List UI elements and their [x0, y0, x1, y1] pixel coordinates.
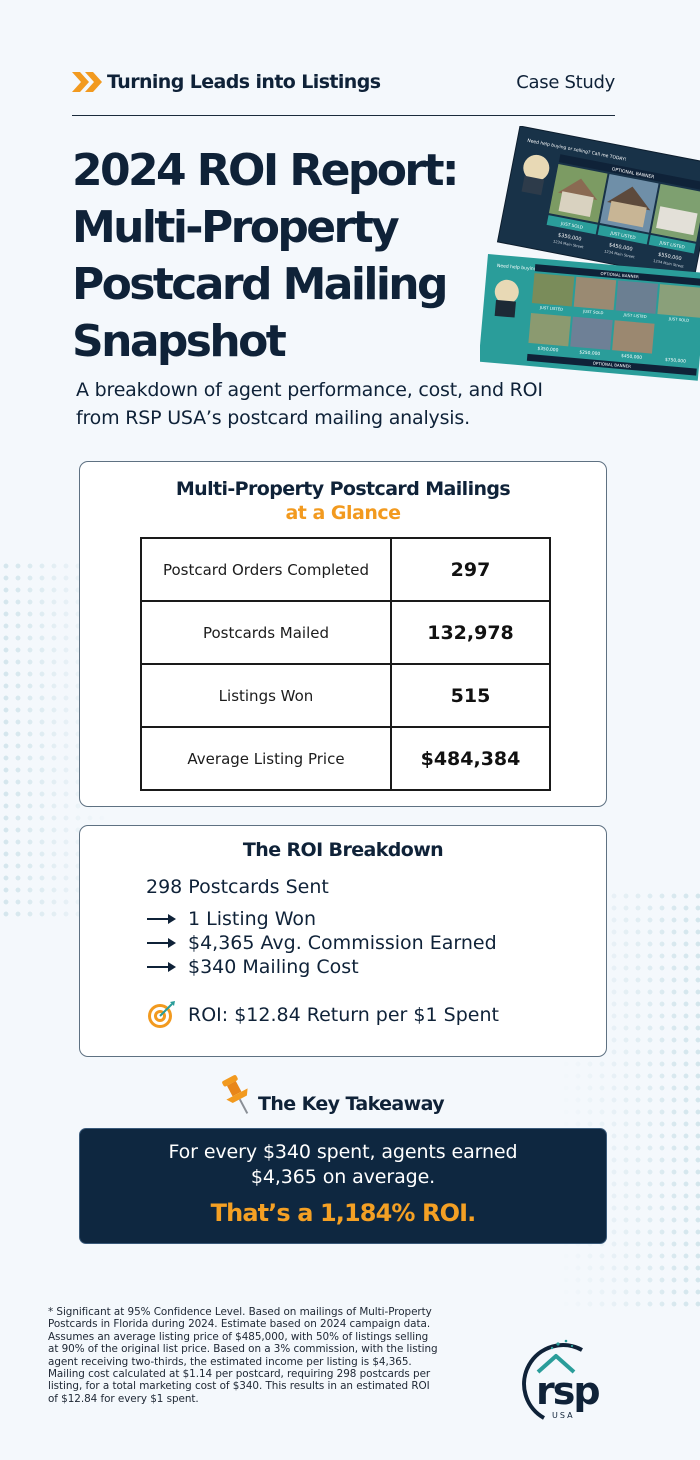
subtitle: A breakdown of agent performance, cost, … — [76, 376, 656, 432]
table-row: Listings Won 515 — [140, 663, 551, 728]
postcard-front-address: 1234 Main Street — [553, 239, 585, 249]
page-title: 2024 ROI Report: Multi-Property Postcard… — [72, 142, 512, 370]
footnote-line: Assumes an average listing price of $485… — [48, 1330, 429, 1343]
tagline: Turning Leads into Listings — [72, 70, 381, 94]
title-line: 2024 ROI Report: — [72, 145, 460, 196]
footnote-line: * Significant at 95% Confidence Level. B… — [48, 1306, 432, 1318]
takeaway-line: For every $340 spent, agents earned — [168, 1141, 518, 1163]
postcard-samples-image: Need help buying or selling? Call me TOD… — [480, 126, 700, 381]
roi-line: $4,365 Avg. Commission Earned — [146, 932, 497, 954]
rsp-usa-logo: rsp USA — [522, 1339, 601, 1420]
stat-value: 515 — [390, 663, 551, 728]
table-row: Postcard Orders Completed 297 — [140, 537, 551, 602]
title-line: Postcard Mailing — [72, 259, 449, 310]
footnote-line: at 90% of the original list price. Based… — [48, 1343, 438, 1356]
arrow-right-icon — [147, 914, 176, 924]
case-study-label: Case Study — [516, 72, 615, 93]
header-bar: Turning Leads into Listings Case Study — [72, 66, 615, 116]
stat-value: 132,978 — [390, 600, 551, 665]
postcard-back-banner: OPTIONAL BANNER — [600, 271, 639, 279]
table-row: Postcards Mailed 132,978 — [140, 600, 551, 665]
pushpin-icon — [222, 1075, 249, 1114]
roi-result-text: ROI: $12.84 Return per $1 Spent — [188, 1004, 499, 1026]
footnote-line: Mailing cost calculated at $1.14 per pos… — [48, 1368, 431, 1381]
postcard-back-label: JUST LISTED — [622, 312, 647, 319]
postcard-back-price: $750,000 — [665, 357, 687, 365]
postcard-back-price: $350,000 — [537, 346, 559, 354]
postcard-front-address: 1234 Main Street — [653, 259, 685, 269]
logo-text: rsp — [536, 1369, 599, 1413]
title-line: Multi-Property — [72, 202, 400, 253]
postcard-front-price: $550,000 — [657, 252, 682, 262]
roi-line-text: $340 Mailing Cost — [188, 956, 359, 978]
glance-title: Multi-Property Postcard Mailings — [175, 478, 511, 500]
roi-line-text: $4,365 Avg. Commission Earned — [188, 932, 497, 954]
postcard-back-price: $450,000 — [621, 353, 643, 361]
subtitle-line: from RSP USA’s postcard mailing analysis… — [76, 407, 470, 429]
footnote-line: listing, for a total marketing cost of $… — [48, 1380, 430, 1393]
subtitle-line: A breakdown of agent performance, cost, … — [76, 379, 543, 401]
postcard-front-label: JUST LISTED — [609, 230, 636, 240]
logo-subtext: USA — [552, 1411, 575, 1420]
postcard-back-banner-bottom: OPTIONAL BANNER — [593, 361, 632, 369]
roi-card: The ROI Breakdown 298 Postcards Sent 1 L… — [79, 825, 607, 1057]
postcard-front-label: JUST LISTED — [658, 240, 685, 250]
arrow-right-icon — [147, 938, 176, 948]
stat-value: $484,384 — [390, 726, 551, 791]
takeaway-line: $4,365 on average. — [250, 1166, 436, 1188]
target-icon — [148, 1001, 175, 1028]
stat-value: 297 — [390, 537, 551, 602]
takeaway-title: The Key Takeaway — [258, 1093, 445, 1115]
glance-card: Multi-Property Postcard Mailings at a Gl… — [79, 461, 607, 807]
stats-table: Postcard Orders Completed 297 Postcards … — [140, 537, 551, 791]
postcard-back-label: JUST SOLD — [668, 316, 690, 323]
roi-result: ROI: $12.84 Return per $1 Spent — [146, 1000, 499, 1030]
postcard-front-price: $450,000 — [608, 242, 633, 252]
table-row: Average Listing Price $484,384 — [140, 726, 551, 791]
postcard-front-label: JUST SOLD — [560, 220, 584, 229]
postcard-back-label: JUST LISTED — [539, 305, 564, 312]
stat-label: Postcard Orders Completed — [140, 537, 392, 602]
tagline-text: Turning Leads into Listings — [107, 71, 381, 93]
footnote-line: Postcards in Florida during 2024. Estima… — [48, 1318, 431, 1331]
roi-line: 1 Listing Won — [146, 908, 316, 930]
postcard-back-label: JUST SOLD — [582, 308, 604, 315]
arrow-right-icon — [147, 962, 176, 972]
takeaway-box: For every $340 spent, agents earned $4,3… — [79, 1128, 607, 1244]
stat-label: Listings Won — [140, 663, 392, 728]
postcard-front-price: $350,000 — [557, 232, 582, 242]
glance-subtitle: at a Glance — [285, 502, 401, 524]
double-chevron-icon — [72, 72, 102, 92]
postcard-back-price: $250,000 — [579, 349, 601, 357]
footnote: * Significant at 95% Confidence Level. B… — [48, 1306, 508, 1405]
stat-label: Postcards Mailed — [140, 600, 392, 665]
roi-line: $340 Mailing Cost — [146, 956, 359, 978]
stat-label: Average Listing Price — [140, 726, 392, 791]
roi-postcards-sent: 298 Postcards Sent — [146, 876, 329, 898]
footnote-line: agent receiving two-thirds, the estimate… — [48, 1355, 412, 1368]
takeaway-roi: That’s a 1,184% ROI. — [210, 1199, 477, 1227]
roi-line-text: 1 Listing Won — [188, 908, 317, 930]
postcard-front-address: 1234 Main Street — [604, 249, 636, 259]
roi-title: The ROI Breakdown — [242, 839, 444, 861]
footnote-line: of $12.84 for every $1 spent. — [48, 1392, 199, 1405]
takeaway-heading: The Key Takeaway — [220, 1074, 445, 1120]
title-line: Snapshot — [72, 316, 287, 367]
